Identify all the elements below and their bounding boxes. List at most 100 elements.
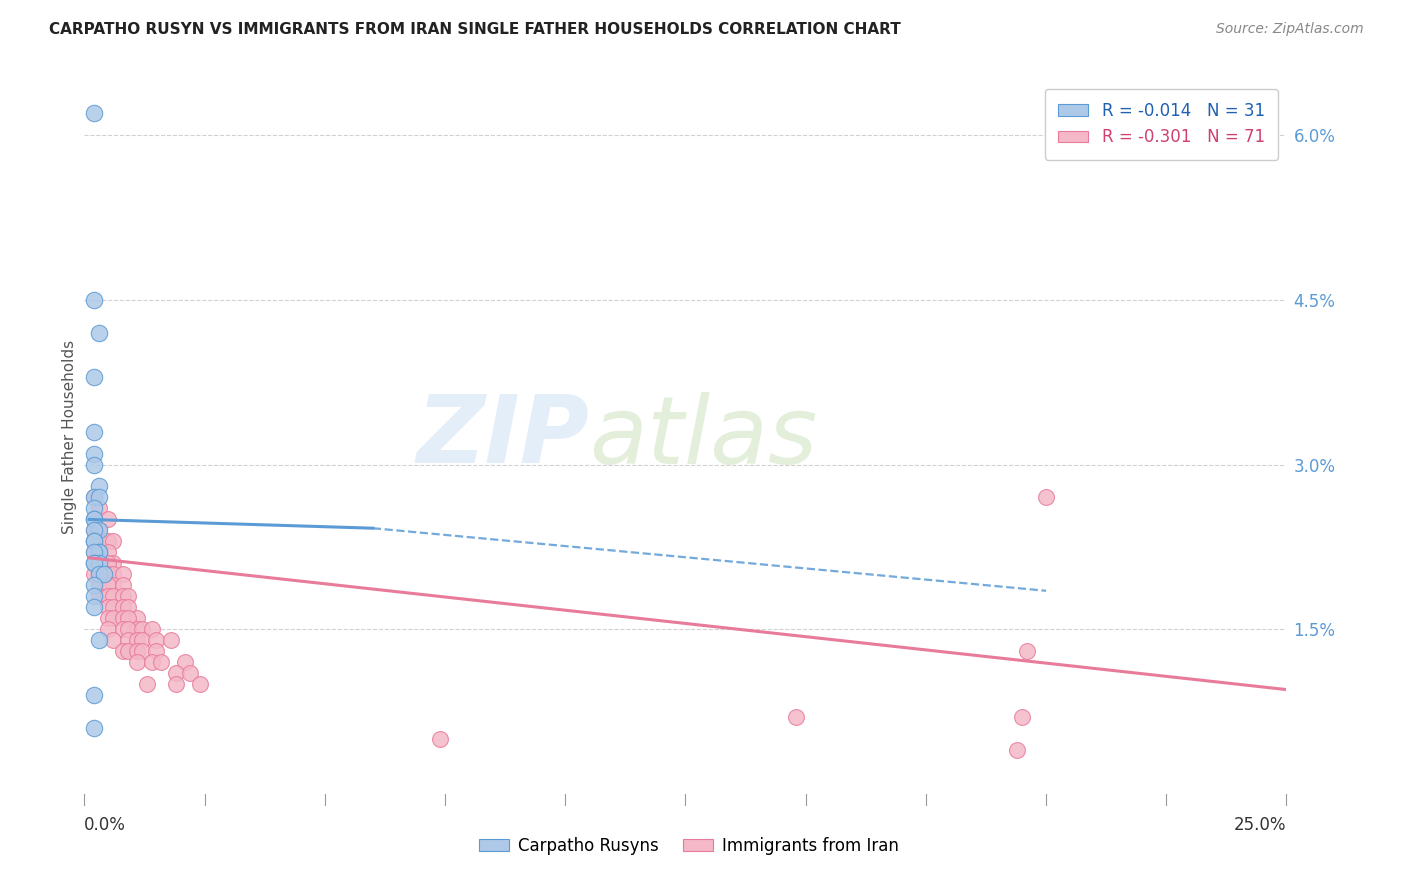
Point — [83, 369, 105, 384]
Y-axis label: Single Father Households: Single Father Households — [62, 340, 77, 534]
Point — [141, 655, 163, 669]
Point — [87, 479, 110, 493]
Point — [83, 688, 105, 702]
Point — [87, 578, 110, 592]
Point — [97, 600, 120, 615]
Point — [87, 326, 110, 340]
Point — [87, 589, 110, 603]
Point — [103, 557, 125, 571]
Point — [127, 611, 149, 625]
Point — [83, 534, 105, 549]
Point — [83, 458, 105, 472]
Point — [785, 710, 807, 724]
Point — [165, 677, 187, 691]
Point — [87, 545, 110, 559]
Point — [174, 655, 197, 669]
Point — [87, 524, 110, 538]
Point — [1005, 743, 1028, 757]
Point — [103, 600, 125, 615]
Point — [83, 600, 105, 615]
Legend: R = -0.014   N = 31, R = -0.301   N = 71: R = -0.014 N = 31, R = -0.301 N = 71 — [1045, 88, 1278, 160]
Point — [87, 545, 110, 559]
Text: Source: ZipAtlas.com: Source: ZipAtlas.com — [1216, 22, 1364, 37]
Point — [111, 578, 134, 592]
Point — [87, 524, 110, 538]
Point — [83, 524, 105, 538]
Point — [131, 622, 153, 636]
Point — [87, 545, 110, 559]
Point — [87, 567, 110, 582]
Point — [111, 622, 134, 636]
Point — [103, 633, 125, 648]
Text: ZIP: ZIP — [416, 391, 589, 483]
Point — [1011, 710, 1033, 724]
Point — [117, 622, 139, 636]
Point — [87, 501, 110, 516]
Point — [150, 655, 173, 669]
Point — [131, 633, 153, 648]
Point — [111, 600, 134, 615]
Point — [97, 622, 120, 636]
Point — [111, 611, 134, 625]
Point — [97, 611, 120, 625]
Point — [93, 567, 115, 582]
Point — [97, 578, 120, 592]
Legend: Carpatho Rusyns, Immigrants from Iran: Carpatho Rusyns, Immigrants from Iran — [472, 830, 905, 862]
Point — [103, 567, 125, 582]
Point — [83, 512, 105, 526]
Point — [1015, 644, 1038, 658]
Point — [165, 666, 187, 681]
Point — [103, 578, 125, 592]
Point — [83, 446, 105, 460]
Point — [127, 644, 149, 658]
Point — [83, 557, 105, 571]
Point — [83, 567, 105, 582]
Point — [188, 677, 211, 691]
Point — [117, 611, 139, 625]
Text: CARPATHO RUSYN VS IMMIGRANTS FROM IRAN SINGLE FATHER HOUSEHOLDS CORRELATION CHAR: CARPATHO RUSYN VS IMMIGRANTS FROM IRAN S… — [49, 22, 901, 37]
Point — [117, 589, 139, 603]
Point — [117, 644, 139, 658]
Point — [83, 293, 105, 307]
Point — [83, 545, 105, 559]
Point — [117, 633, 139, 648]
Point — [127, 633, 149, 648]
Point — [87, 557, 110, 571]
Point — [97, 567, 120, 582]
Point — [87, 633, 110, 648]
Point — [87, 567, 110, 582]
Point — [83, 524, 105, 538]
Point — [83, 491, 105, 505]
Point — [127, 655, 149, 669]
Point — [83, 557, 105, 571]
Text: 25.0%: 25.0% — [1234, 816, 1286, 834]
Point — [83, 501, 105, 516]
Point — [111, 644, 134, 658]
Point — [141, 622, 163, 636]
Point — [83, 106, 105, 120]
Point — [97, 557, 120, 571]
Point — [145, 633, 167, 648]
Point — [135, 677, 157, 691]
Point — [83, 491, 105, 505]
Point — [87, 557, 110, 571]
Point — [87, 545, 110, 559]
Point — [103, 611, 125, 625]
Point — [111, 567, 134, 582]
Point — [83, 512, 105, 526]
Point — [83, 721, 105, 735]
Point — [103, 534, 125, 549]
Point — [87, 491, 110, 505]
Point — [429, 731, 451, 746]
Point — [179, 666, 201, 681]
Point — [83, 512, 105, 526]
Point — [97, 534, 120, 549]
Point — [145, 644, 167, 658]
Point — [103, 589, 125, 603]
Point — [83, 534, 105, 549]
Point — [83, 578, 105, 592]
Point — [111, 589, 134, 603]
Text: 0.0%: 0.0% — [84, 816, 127, 834]
Point — [97, 589, 120, 603]
Point — [87, 534, 110, 549]
